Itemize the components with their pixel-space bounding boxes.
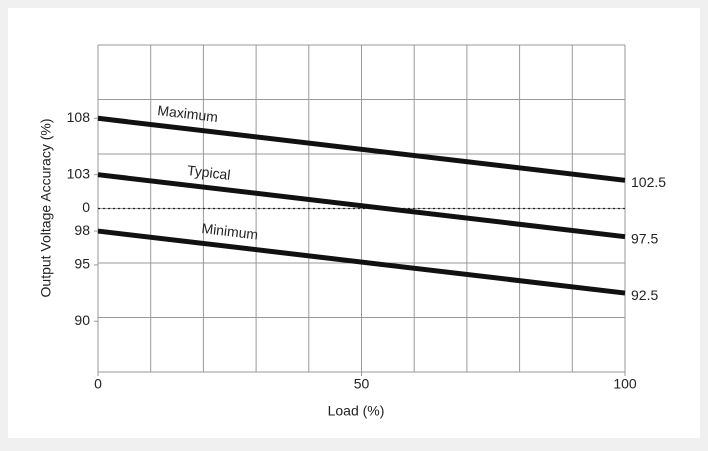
end-value-label: 97.5 bbox=[631, 230, 658, 246]
end-value-label: 92.5 bbox=[631, 287, 658, 303]
y-tick-label: 103 bbox=[67, 165, 91, 181]
series-line bbox=[97, 172, 626, 240]
x-tick-label: 100 bbox=[613, 376, 637, 392]
y-axis-title: Output Voltage Accuracy (%) bbox=[38, 119, 54, 298]
series-line bbox=[97, 115, 626, 183]
series-name-label: Minimum bbox=[201, 220, 259, 243]
series-line bbox=[97, 228, 626, 296]
panel bbox=[8, 8, 700, 438]
end-value-label: 102.5 bbox=[631, 174, 666, 190]
y-tick-label: 95 bbox=[74, 256, 90, 272]
x-axis-title: Load (%) bbox=[328, 403, 385, 419]
x-tick-label: 0 bbox=[94, 376, 102, 392]
y-tick-label: 90 bbox=[74, 312, 90, 328]
series-name-label: Maximum bbox=[157, 102, 219, 125]
y-tick-label: 108 bbox=[67, 109, 91, 125]
series-name-label: Typical bbox=[186, 162, 231, 183]
x-tick-label: 50 bbox=[354, 376, 370, 392]
y-tick-label: 0 bbox=[82, 199, 90, 215]
y-tick-label: 98 bbox=[74, 222, 90, 238]
